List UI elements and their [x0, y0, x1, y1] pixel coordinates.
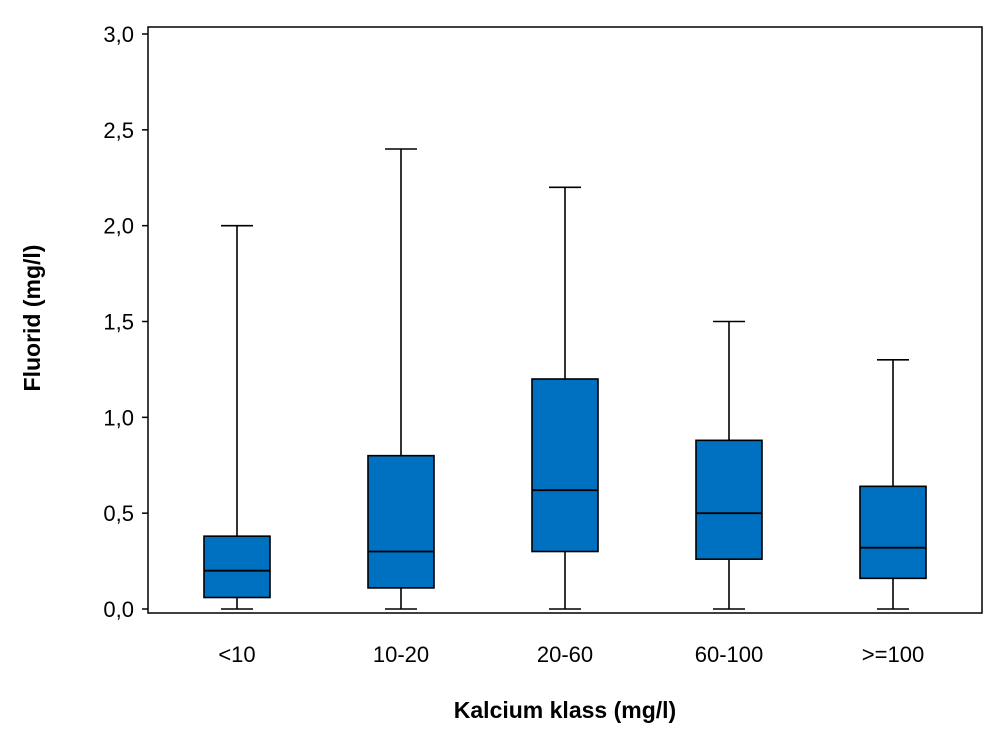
x-tick-label: 10-20: [373, 642, 429, 667]
box-group: [203, 224, 271, 610]
y-tick-label: 1,0: [103, 405, 134, 430]
boxes-group: [203, 148, 927, 610]
box-group: [531, 186, 599, 610]
y-tick-label: 0,5: [103, 501, 134, 526]
box-iqr: [859, 485, 927, 580]
box-group: [367, 148, 435, 610]
box-iqr: [695, 439, 763, 560]
x-tick-label: <10: [218, 642, 255, 667]
y-tick-label: 0,0: [103, 597, 134, 622]
y-axis: 0,0 0,5 1,0 1,5 2,0 2,5 3,0: [103, 22, 148, 622]
box-group: [859, 359, 927, 610]
y-axis-title: Fluorid (mg/l): [19, 245, 45, 392]
y-tick-label: 1,5: [103, 310, 134, 335]
plot-frame: [147, 26, 983, 614]
x-tick-label: 20-60: [537, 642, 593, 667]
y-tick-label: 2,0: [103, 214, 134, 239]
x-axis-title: Kalcium klass (mg/l): [454, 697, 676, 723]
x-tick-label: 60-100: [695, 642, 764, 667]
box-group: [695, 320, 763, 610]
x-axis: <10 10-20 20-60 60-100 >=100: [218, 642, 924, 667]
x-tick-label: >=100: [862, 642, 924, 667]
box-iqr: [203, 535, 271, 599]
box-iqr: [531, 378, 599, 553]
box-iqr: [367, 454, 435, 589]
y-tick-label: 3,0: [103, 22, 134, 47]
y-tick-label: 2,5: [103, 118, 134, 143]
